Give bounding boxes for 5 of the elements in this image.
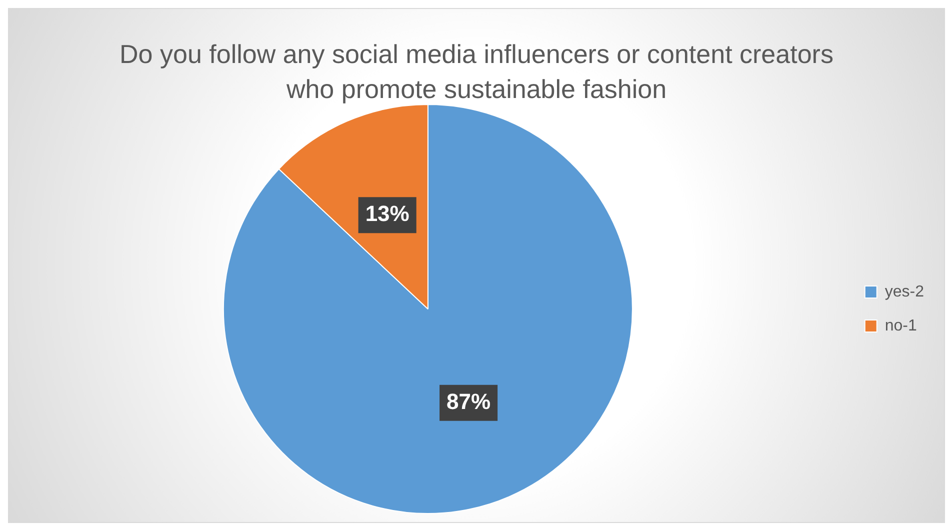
legend-label: yes-2 <box>884 283 924 300</box>
chart-title: Do you follow any social media influencers or content creators who promote sustainable fashion <box>118 38 834 106</box>
data-label: 87% <box>446 388 491 414</box>
legend-label: no-1 <box>884 317 917 334</box>
data-label: 13% <box>365 201 410 226</box>
